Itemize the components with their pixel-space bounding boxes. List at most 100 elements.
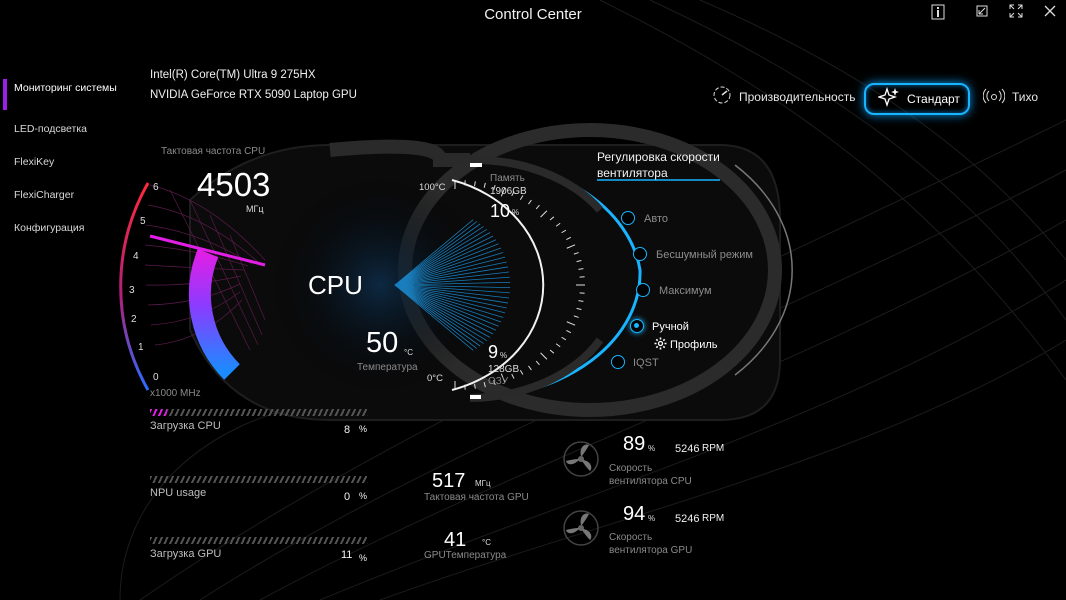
- temperature-tick: [576, 260, 582, 263]
- mode-quiet-button[interactable]: Тихо: [982, 83, 1038, 111]
- temperature-spike: [394, 284, 484, 344]
- temperature-tick: [566, 244, 576, 249]
- gpu-temp-value: 41: [444, 529, 467, 551]
- cpu-clock-unit: МГц: [246, 204, 264, 214]
- temperature-tick: [535, 360, 540, 366]
- temperature-tick: [555, 222, 561, 227]
- ram-percent-unit: %: [500, 351, 508, 360]
- temperature-tick: [474, 181, 476, 187]
- cpu-fan-percent-unit: %: [648, 444, 656, 453]
- gpu-fan-rpm-unit: RPM: [702, 513, 725, 524]
- fan-option-max[interactable]: Максимум: [659, 285, 712, 297]
- cpu-fan-label: Скорость вентилятора CPU: [609, 463, 692, 487]
- fan-option-radio[interactable]: [611, 355, 625, 369]
- fan-option-manual[interactable]: Ручной: [652, 321, 689, 333]
- temperature-tick: [561, 336, 567, 341]
- temperature-spike: [394, 284, 504, 318]
- memory-total: 1906GB: [490, 186, 527, 197]
- cpu-load-value: 8: [344, 424, 351, 436]
- fan-profile-button[interactable]: Профиль: [654, 337, 718, 353]
- npu-usage-label: NPU usage: [150, 487, 207, 499]
- close-icon[interactable]: [1040, 4, 1060, 22]
- temperature-tick: [493, 184, 496, 191]
- temperature-spike: [394, 219, 474, 286]
- ram-percent: 9: [488, 342, 499, 362]
- temperature-spike: [394, 252, 504, 286]
- temperature-spike: [394, 284, 510, 299]
- temperature-tick: [483, 382, 486, 388]
- cpu-fan-rpm-unit: RPM: [702, 443, 725, 454]
- temperature-spike: [394, 247, 502, 286]
- temperature-tick: [474, 383, 476, 389]
- temperature-tick: [483, 182, 486, 188]
- fan-option-radio[interactable]: [621, 211, 635, 225]
- cpu-model: Intel(R) Core(TM) Ultra 9 275HX: [150, 69, 316, 81]
- fullscreen-icon[interactable]: [1006, 4, 1026, 22]
- temperature-tick: [576, 307, 582, 310]
- fan-profile-label: Профиль: [670, 339, 718, 351]
- fan-option-radio[interactable]: [633, 247, 647, 261]
- cpu-center-label: CPU: [308, 270, 363, 300]
- temperature-spike: [394, 239, 497, 286]
- sidebar-item-flexicharger[interactable]: FlexiCharger: [14, 189, 124, 202]
- gpu-load-value: 11: [341, 549, 353, 561]
- memory-label: Память: [490, 173, 525, 184]
- gpu-fan-rpm: 5246: [675, 513, 700, 525]
- fan-panel-outer-arc: [734, 164, 793, 376]
- dial-rim-top: [329, 139, 470, 167]
- temperature-spike: [394, 229, 488, 286]
- temperature-spike: [394, 281, 510, 286]
- npu-usage-value: 0: [344, 491, 351, 503]
- fan-option-iqst[interactable]: IQST: [633, 357, 659, 369]
- gpu-clock-label: Тактовая частота GPU: [424, 492, 529, 503]
- temperature-tick: [500, 373, 506, 383]
- fan-option-radio-selected[interactable]: [630, 319, 644, 333]
- restore-window-icon[interactable]: [972, 4, 992, 22]
- temperature-tick: [528, 365, 532, 371]
- temperature-spike: [394, 235, 494, 286]
- fan-option-radio[interactable]: [636, 283, 650, 297]
- temperature-spike: [394, 284, 509, 304]
- info-icon[interactable]: [928, 4, 948, 22]
- cpu-scale-tick: 1: [138, 342, 144, 353]
- sparkle-icon: [876, 86, 900, 112]
- center-glow: [270, 175, 490, 395]
- cpu-scale-tick: 6: [153, 182, 159, 193]
- sidebar-item-label: FlexiCharger: [14, 189, 75, 201]
- temperature-tick: [511, 373, 515, 379]
- gpu-temp-unit: °C: [482, 538, 491, 547]
- temperature-spike: [394, 276, 510, 286]
- temperature-spike: [394, 284, 507, 309]
- temperature-spike: [394, 284, 477, 349]
- sidebar-item-monitoring[interactable]: Мониторинг системы: [14, 82, 124, 95]
- temperature-spike: [394, 243, 499, 286]
- cpu-scale-tick: 4: [133, 251, 139, 262]
- fan-option-auto[interactable]: Авто: [644, 213, 668, 225]
- ram-total: 128GB: [488, 364, 520, 375]
- cpu-load-unit: %: [359, 424, 368, 434]
- gpu-fan-label: Скорость вентилятора GPU: [609, 532, 693, 556]
- sidebar-item-led[interactable]: LED-подсветка: [14, 123, 124, 136]
- temperature-spike: [394, 284, 474, 351]
- sidebar-item-configuration[interactable]: Конфигурация: [14, 222, 124, 235]
- ram-arc-track: [469, 337, 604, 402]
- cpu-fan-rpm: 5246: [675, 443, 700, 455]
- temperature-tick: [566, 236, 572, 241]
- temperature-spike: [394, 266, 509, 286]
- gpu-load-bar: [150, 537, 368, 544]
- temperature-spike: [394, 284, 499, 327]
- temperature-spike: [394, 284, 481, 347]
- mode-performance-button[interactable]: Производительность: [712, 83, 855, 111]
- sidebar-item-flexikey[interactable]: FlexiKey: [14, 156, 124, 169]
- mode-standard-button[interactable]: Стандарт: [864, 83, 970, 115]
- temperature-tick: [578, 300, 584, 302]
- temperature-spike: [394, 284, 506, 314]
- fan-option-silent[interactable]: Бесшумный режим: [656, 249, 753, 261]
- cpu-scale-unit: x1000 MHz: [150, 388, 201, 399]
- cpu-scale-tick: 3: [129, 285, 135, 296]
- temperature-spike: [394, 232, 491, 286]
- temperature-spike: [394, 221, 477, 286]
- temperature-tick: [555, 343, 561, 348]
- sidebar-item-label: FlexiKey: [14, 156, 55, 168]
- temperature-tick: [493, 379, 496, 386]
